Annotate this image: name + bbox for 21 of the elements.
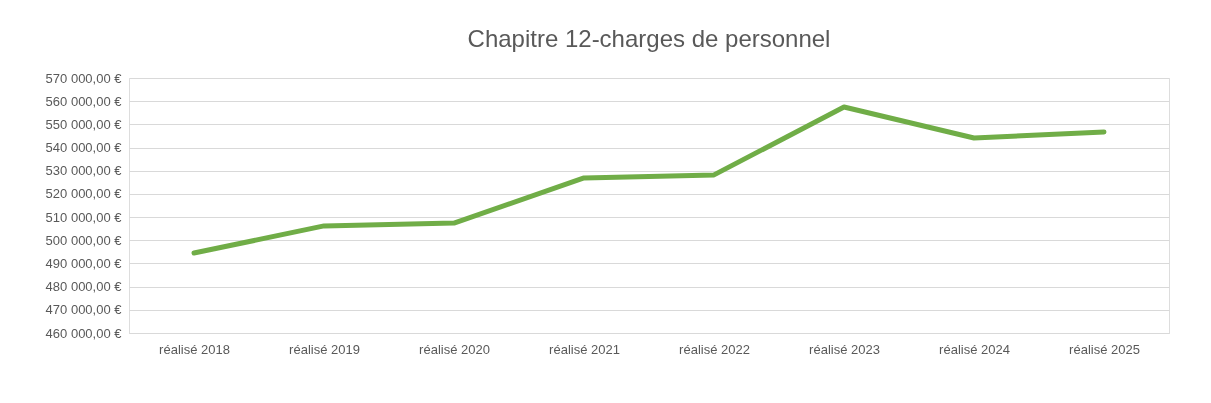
y-tick-label: 520 000,00 € [45,186,123,202]
x-tick-label: réalisé 2018 [159,341,230,357]
x-tick-label: réalisé 2025 [1069,341,1140,357]
y-tick-label: 460 000,00 € [45,325,123,341]
y-tick-label: 470 000,00 € [45,302,123,318]
chart-title: Chapitre 12-charges de personnel [467,25,831,52]
y-tick-label: 500 000,00 € [45,232,123,248]
x-tick-label: réalisé 2021 [549,341,620,357]
x-tick-label: réalisé 2019 [289,341,360,357]
y-tick-label: 510 000,00 € [45,209,123,225]
y-tick-label: 550 000,00 € [45,116,123,132]
y-tick-label: 570 000,00 € [45,70,123,86]
x-tick-label: réalisé 2024 [939,341,1010,357]
y-tick-label: 560 000,00 € [45,93,123,109]
y-tick-label: 540 000,00 € [45,140,123,156]
y-tick-label: 490 000,00 € [45,255,123,271]
y-tick-label: 480 000,00 € [45,279,123,295]
y-tick-label: 530 000,00 € [45,163,123,179]
x-tick-label: réalisé 2022 [679,341,750,357]
x-tick-label: réalisé 2020 [419,341,490,357]
x-tick-label: réalisé 2023 [809,341,880,357]
